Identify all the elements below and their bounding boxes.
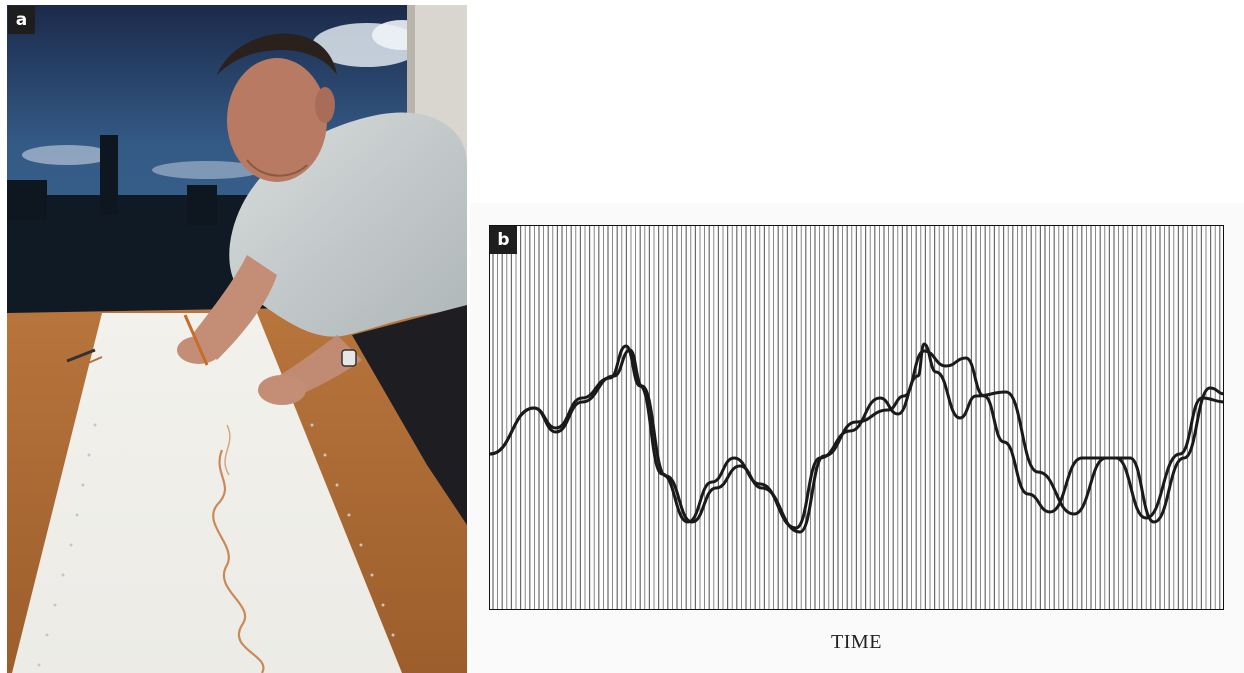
vertical-grid-lines — [492, 226, 1221, 609]
x-axis-label: TIME — [831, 631, 882, 653]
photo-panel-a — [7, 5, 467, 673]
strip-chart — [490, 226, 1223, 609]
photo-illustration — [7, 5, 467, 673]
plot-frame — [489, 225, 1224, 610]
panel-a-label: a — [8, 6, 35, 34]
panel-b-label: b — [490, 226, 517, 254]
trace-line-2 — [490, 348, 1223, 534]
